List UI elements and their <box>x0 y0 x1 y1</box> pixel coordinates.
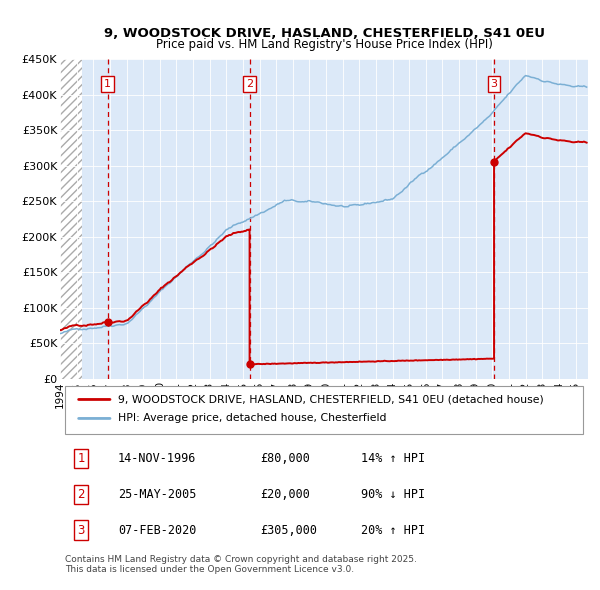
Text: 14% ↑ HPI: 14% ↑ HPI <box>361 452 425 465</box>
Text: 20% ↑ HPI: 20% ↑ HPI <box>361 524 425 537</box>
Text: 1: 1 <box>77 452 85 465</box>
Text: Contains HM Land Registry data © Crown copyright and database right 2025.
This d: Contains HM Land Registry data © Crown c… <box>65 555 417 574</box>
Text: 1: 1 <box>104 79 111 89</box>
Text: 3: 3 <box>77 524 85 537</box>
Text: 3: 3 <box>491 79 497 89</box>
FancyBboxPatch shape <box>65 386 583 434</box>
Text: 25-MAY-2005: 25-MAY-2005 <box>118 488 196 501</box>
Text: 14-NOV-1996: 14-NOV-1996 <box>118 452 196 465</box>
Text: 90% ↓ HPI: 90% ↓ HPI <box>361 488 425 501</box>
Text: £20,000: £20,000 <box>260 488 311 501</box>
Text: Price paid vs. HM Land Registry's House Price Index (HPI): Price paid vs. HM Land Registry's House … <box>155 38 493 51</box>
Text: HPI: Average price, detached house, Chesterfield: HPI: Average price, detached house, Ches… <box>118 414 386 424</box>
Text: £80,000: £80,000 <box>260 452 311 465</box>
Text: £305,000: £305,000 <box>260 524 317 537</box>
Text: 2: 2 <box>246 79 253 89</box>
Text: 9, WOODSTOCK DRIVE, HASLAND, CHESTERFIELD, S41 0EU (detached house): 9, WOODSTOCK DRIVE, HASLAND, CHESTERFIEL… <box>118 395 544 405</box>
Text: 07-FEB-2020: 07-FEB-2020 <box>118 524 196 537</box>
Text: 9, WOODSTOCK DRIVE, HASLAND, CHESTERFIELD, S41 0EU: 9, WOODSTOCK DRIVE, HASLAND, CHESTERFIEL… <box>104 27 545 40</box>
Text: 2: 2 <box>77 488 85 501</box>
